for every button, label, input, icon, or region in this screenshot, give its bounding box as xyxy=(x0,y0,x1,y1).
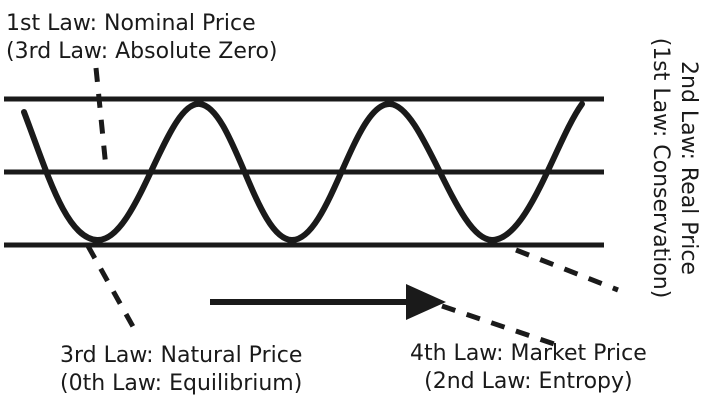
label-real-line2: (1st Law: Conservation) xyxy=(648,37,673,299)
label-nominal-price: 1st Law: Nominal Price (3rd Law: Absolut… xyxy=(6,10,278,66)
label-real-price: 2nd Law: Real Price (1st Law: Conservati… xyxy=(646,38,702,299)
leader-line-real xyxy=(515,247,619,293)
label-market-line1: 4th Law: Market Price xyxy=(410,341,647,366)
label-market-line2: (2nd Law: Entropy) xyxy=(424,369,633,394)
sine-wave xyxy=(21,100,585,244)
label-natural-line2: (0th Law: Equilibrium) xyxy=(60,371,303,396)
leader-line-natural xyxy=(85,244,139,334)
leader-line-nominal xyxy=(93,67,109,169)
leader-line-market xyxy=(441,303,561,349)
label-market-price: 4th Law: Market Price (2nd Law: Entropy) xyxy=(410,340,647,396)
direction-arrow-head xyxy=(406,284,446,320)
label-real-line1: 2nd Law: Real Price xyxy=(676,61,701,275)
label-natural-line1: 3rd Law: Natural Price xyxy=(60,343,303,368)
label-natural-price: 3rd Law: Natural Price (0th Law: Equilib… xyxy=(60,342,302,398)
label-nominal-line1: 1st Law: Nominal Price xyxy=(6,11,256,36)
label-nominal-line2: (3rd Law: Absolute Zero) xyxy=(6,39,278,64)
